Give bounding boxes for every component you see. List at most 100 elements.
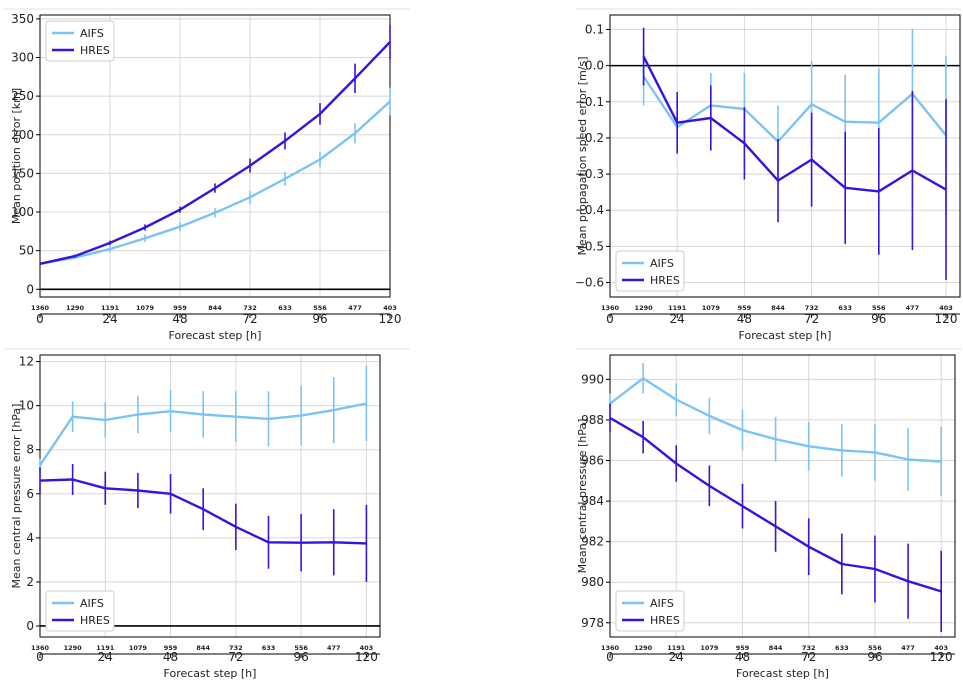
y-tick-label: 150 xyxy=(11,166,34,180)
sample-count-label: 403 xyxy=(934,644,948,652)
sample-count-label: 477 xyxy=(327,644,341,652)
x-tick-label: 0 xyxy=(36,650,44,664)
y-tick-label: 6 xyxy=(26,487,34,501)
y-tick-label: 984 xyxy=(581,494,604,508)
sample-count-label: 959 xyxy=(164,644,178,652)
sample-count-label: 1290 xyxy=(634,644,653,652)
x-tick-label: 24 xyxy=(98,650,113,664)
y-tick-label: 986 xyxy=(581,453,604,467)
chart-panel-4: 978 980 982 984 986 988 990 1360 1290 1191 1079 959… xyxy=(576,354,956,680)
x-tick-label: 120 xyxy=(355,650,378,664)
sample-count-label: 1360 xyxy=(601,304,620,312)
sample-count-label: 403 xyxy=(939,304,953,312)
legend-label-hres: HRES xyxy=(650,614,680,627)
y-tick-label: 0.0 xyxy=(585,59,604,73)
y-tick-label: 988 xyxy=(581,413,604,427)
x-tick-label: 48 xyxy=(172,312,187,326)
legend: AIFS HRES xyxy=(615,590,685,632)
series-line xyxy=(642,56,947,193)
y-tick-label: 8 xyxy=(26,443,34,457)
y-tick-label: −0.3 xyxy=(575,167,604,181)
y-tick-label: 200 xyxy=(11,128,34,142)
x-axis-label: Forecast step [h] xyxy=(739,329,832,342)
sample-count-label: 844 xyxy=(769,644,783,652)
sample-count-label: 1191 xyxy=(96,644,115,652)
x-tick-label: 96 xyxy=(867,650,882,664)
x-tick-label: 48 xyxy=(735,650,750,664)
y-axis-label: Mean central pressure [hPa] xyxy=(576,419,589,574)
sample-count-label: 1079 xyxy=(129,644,148,652)
series-aifs xyxy=(39,87,391,265)
sample-count-label: 959 xyxy=(736,644,750,652)
sample-count-label: 1290 xyxy=(635,304,654,312)
sample-count-label: 477 xyxy=(348,304,362,312)
x-tick-label: 72 xyxy=(228,650,243,664)
sample-count-label: 1290 xyxy=(64,644,83,652)
sample-count-label: 732 xyxy=(243,304,257,312)
x-tick-label: 72 xyxy=(804,312,819,326)
y-tick-label: 2 xyxy=(26,575,34,589)
plot-frame xyxy=(609,354,956,638)
sample-count-label: 1079 xyxy=(702,304,721,312)
sample-count-label: 844 xyxy=(208,304,222,312)
y-axis-label: Mean position error [km] xyxy=(10,88,23,224)
y-tick-label: 100 xyxy=(11,205,34,219)
sample-count-label: 1191 xyxy=(667,644,686,652)
sample-count-label: 556 xyxy=(868,644,882,652)
sample-count-label: 1079 xyxy=(700,644,719,652)
sample-count-label: 633 xyxy=(838,304,852,312)
sample-count-label: 732 xyxy=(802,644,816,652)
legend-label-hres: HRES xyxy=(650,274,680,287)
sample-count-label: 1290 xyxy=(66,304,85,312)
series-line xyxy=(39,41,391,265)
x-tick-label: 24 xyxy=(102,312,117,326)
y-tick-label: 50 xyxy=(19,244,34,258)
series-line xyxy=(39,100,391,265)
y-tick-label: 350 xyxy=(11,12,34,26)
x-tick-label: 96 xyxy=(293,650,308,664)
sample-count-label: 556 xyxy=(872,304,886,312)
y-tick-label: −0.2 xyxy=(575,131,604,145)
x-tick-label: 48 xyxy=(163,650,178,664)
sample-count-label: 1360 xyxy=(31,644,50,652)
sample-count-label: 1360 xyxy=(601,644,620,652)
x-tick-label: 24 xyxy=(669,650,684,664)
sample-count-label: 1360 xyxy=(31,304,50,312)
x-tick-label: 72 xyxy=(242,312,257,326)
y-tick-label: 300 xyxy=(11,50,34,64)
x-axis-label: Forecast step [h] xyxy=(164,667,257,680)
y-tick-label: −0.4 xyxy=(575,203,604,217)
plot-frame xyxy=(609,14,961,298)
series-hres xyxy=(39,464,368,582)
y-tick-label: 0.1 xyxy=(585,22,604,36)
sample-count-label: 556 xyxy=(313,304,327,312)
series-aifs xyxy=(609,363,943,496)
plot-frame xyxy=(39,14,391,298)
y-tick-label: 978 xyxy=(581,616,604,630)
sample-count-label: 477 xyxy=(906,304,920,312)
chart-panel-2: 0.1 0.0 −0.1 −0.2 −0.3 −0.4 −0.5 −0.6 1360 1290 11… xyxy=(575,14,961,342)
y-tick-label: 250 xyxy=(11,89,34,103)
plot-frame xyxy=(39,354,381,638)
x-tick-label: 96 xyxy=(312,312,327,326)
y-axis-label: Mean propagation speed error [m/s] xyxy=(576,56,589,255)
x-tick-label: 0 xyxy=(606,312,614,326)
legend: AIFS HRES xyxy=(615,250,685,292)
x-axis-label: Forecast step [h] xyxy=(169,329,262,342)
series-hres xyxy=(642,27,947,281)
sample-count-label: 1191 xyxy=(668,304,687,312)
x-tick-label: 48 xyxy=(737,312,752,326)
y-tick-label: 980 xyxy=(581,575,604,589)
legend: AIFS HRES xyxy=(45,20,115,62)
sample-count-label: 477 xyxy=(901,644,915,652)
legend: AIFS HRES xyxy=(45,590,115,632)
legend-label-hres: HRES xyxy=(80,44,110,57)
x-tick-label: 120 xyxy=(379,312,402,326)
sample-count-label: 1079 xyxy=(136,304,155,312)
sample-count-label: 633 xyxy=(835,644,849,652)
x-tick-label: 72 xyxy=(801,650,816,664)
x-tick-label: 0 xyxy=(606,650,614,664)
series-hres xyxy=(39,25,391,265)
legend-label-aifs: AIFS xyxy=(80,597,104,610)
